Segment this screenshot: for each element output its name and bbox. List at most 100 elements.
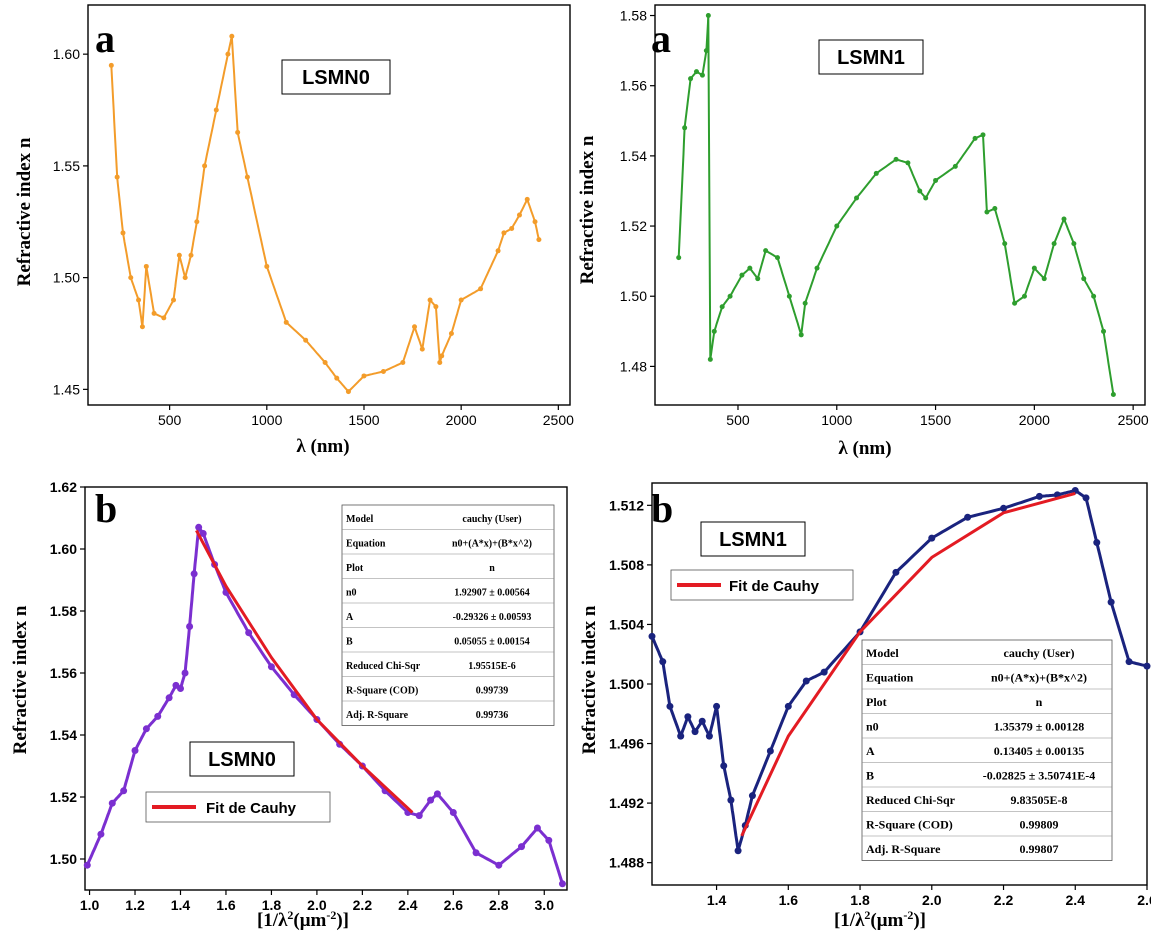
legend-label: Fit de Cauhy bbox=[206, 800, 297, 817]
data-point bbox=[229, 33, 235, 39]
panel-letter: a bbox=[651, 16, 671, 61]
data-point bbox=[928, 534, 936, 542]
data-point bbox=[143, 263, 149, 269]
data-point bbox=[244, 174, 250, 180]
data-point bbox=[713, 702, 721, 710]
fit-table-value: 1.95515E-6 bbox=[468, 661, 516, 672]
y-tick-label: 1.58 bbox=[620, 8, 647, 24]
x-axis-label: λ (nm) bbox=[296, 436, 349, 457]
data-point bbox=[705, 732, 713, 740]
x-tick-label: 1.8 bbox=[850, 892, 870, 908]
sample-label: LSMN0 bbox=[302, 67, 370, 89]
data-point bbox=[980, 132, 986, 138]
data-point bbox=[775, 255, 780, 261]
fit-table-value: -0.02825 ± 3.50741E-4 bbox=[983, 769, 1096, 783]
data-point bbox=[532, 219, 538, 225]
data-point bbox=[693, 69, 699, 75]
x-tick-label: 1000 bbox=[251, 412, 282, 428]
y-tick-label: 1.58 bbox=[50, 603, 77, 619]
y-axis-label: Refractive index n bbox=[10, 605, 31, 754]
data-point bbox=[225, 51, 231, 57]
y-tick-label: 1.492 bbox=[609, 795, 644, 811]
data-point bbox=[419, 346, 425, 352]
data-point bbox=[433, 790, 441, 798]
fit-table-key: R-Square (COD) bbox=[866, 818, 953, 832]
data-point bbox=[1002, 241, 1008, 247]
fit-table-key: B bbox=[346, 637, 353, 648]
data-point bbox=[188, 252, 194, 258]
data-point bbox=[334, 375, 340, 381]
data-point bbox=[786, 293, 792, 299]
data-point bbox=[1101, 328, 1107, 334]
y-tick-label: 1.50 bbox=[620, 288, 647, 304]
data-point bbox=[533, 824, 541, 832]
data-point bbox=[707, 356, 713, 362]
x-tick-label: 2000 bbox=[1019, 412, 1050, 428]
x-axis-label: [1/λ2(μm-2)] bbox=[257, 908, 349, 931]
data-point bbox=[705, 13, 711, 19]
fit-table-key: B bbox=[866, 769, 874, 783]
data-point bbox=[984, 209, 990, 215]
data-point bbox=[676, 255, 682, 261]
fit-table-value: n bbox=[1036, 695, 1043, 709]
data-point bbox=[190, 570, 198, 578]
data-point bbox=[283, 319, 289, 325]
data-point bbox=[516, 212, 522, 218]
data-point bbox=[1071, 241, 1077, 247]
data-point bbox=[893, 156, 899, 162]
data-point bbox=[427, 796, 435, 804]
data-point bbox=[108, 799, 116, 807]
data-point bbox=[1035, 492, 1043, 500]
data-point bbox=[213, 107, 219, 113]
data-point bbox=[727, 293, 733, 299]
sample-label: LSMN1 bbox=[837, 47, 905, 69]
data-point bbox=[1012, 300, 1018, 306]
sample-label: LSMN1 bbox=[719, 529, 787, 551]
x-tick-label: 500 bbox=[726, 412, 750, 428]
data-point bbox=[1143, 662, 1151, 670]
y-axis-label: Refractive index n bbox=[14, 137, 35, 286]
data-point bbox=[139, 324, 145, 330]
y-tick-label: 1.50 bbox=[50, 851, 77, 867]
data-point bbox=[458, 297, 464, 303]
plot-area: 500 1000 1500 2000 2500 1.48 1.50 1.52 1.54 1.56 1… bbox=[620, 4, 1149, 428]
data-point bbox=[666, 702, 674, 710]
data-point bbox=[151, 310, 157, 316]
data-point bbox=[154, 712, 162, 720]
data-point bbox=[748, 792, 756, 800]
sample-label-box: LSMN1 bbox=[700, 521, 806, 557]
data-point bbox=[524, 196, 530, 202]
data-point bbox=[558, 880, 566, 888]
data-point bbox=[923, 195, 929, 201]
svg-text:b: b bbox=[651, 486, 673, 531]
x-tick-label: 2.0 bbox=[922, 892, 942, 908]
x-tick-label: 2.0 bbox=[307, 897, 327, 913]
data-point bbox=[120, 787, 128, 795]
data-point bbox=[688, 76, 694, 82]
data-point bbox=[176, 685, 184, 692]
fit-table-key: Reduced Chi-Sqr bbox=[346, 661, 421, 672]
y-axis-label: Refractive index n bbox=[577, 135, 598, 284]
x-tick-label: 500 bbox=[158, 412, 182, 428]
data-point bbox=[677, 732, 685, 740]
data-point bbox=[415, 812, 423, 820]
data-point bbox=[128, 275, 134, 281]
data-point bbox=[747, 265, 753, 271]
data-point bbox=[437, 360, 443, 366]
data-point bbox=[802, 677, 810, 685]
legend-label: Fit de Cauhy bbox=[729, 578, 820, 595]
data-point bbox=[108, 62, 114, 68]
fit-table-value: 0.99809 bbox=[1020, 818, 1059, 832]
data-point bbox=[182, 275, 188, 281]
x-tick-label: 1.4 bbox=[171, 897, 191, 913]
fit-legend: Fit de Cauhy bbox=[145, 791, 331, 823]
x-tick-label: 1.6 bbox=[779, 892, 799, 908]
data-point bbox=[682, 125, 688, 131]
data-point bbox=[495, 248, 501, 254]
y-tick-label: 1.56 bbox=[620, 78, 647, 94]
x-tick-label: 2.4 bbox=[1066, 892, 1086, 908]
fit-table-value: n bbox=[489, 563, 495, 574]
chart-panel-a-lsmn0: a LSMN0 Refractive index n λ (nm) 500 100… bbox=[14, 4, 574, 457]
fit-table-value: cauchy (User) bbox=[1004, 646, 1075, 660]
data-point bbox=[202, 163, 208, 169]
